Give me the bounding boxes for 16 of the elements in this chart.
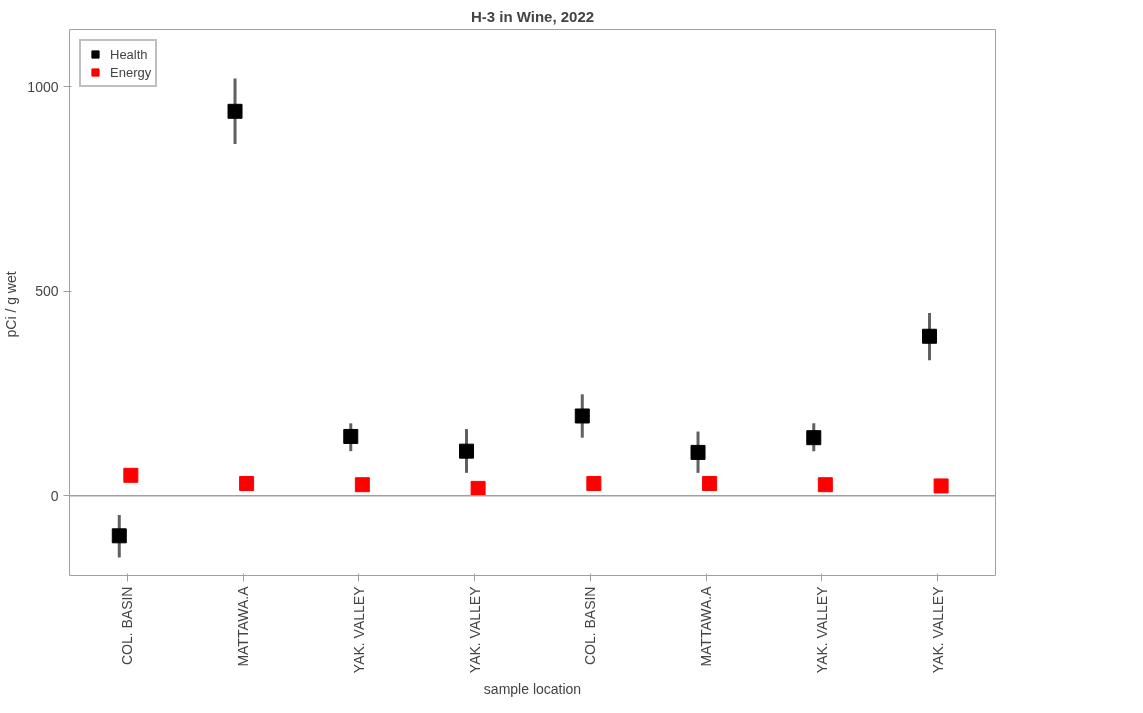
- x-axis-title: sample location: [483, 681, 582, 698]
- chart-title: H-3 in Wine, 2022: [470, 7, 595, 25]
- x-tick-label: YAK. VALLEY: [929, 585, 946, 674]
- y-tick-label: 1000: [27, 78, 59, 95]
- x-tick-label: YAK. VALLEY: [350, 585, 367, 674]
- y-axis-title: pCi / g wet: [3, 271, 20, 338]
- legend-label: Energy: [110, 63, 152, 81]
- x-tick-label: COL. BASIN: [582, 586, 599, 666]
- x-tick-label: YAK. VALLEY: [466, 585, 483, 674]
- x-tick-label: MATTAWA.A: [235, 585, 252, 667]
- x-tick-label: COL. BASIN: [119, 586, 136, 666]
- x-tick-label: YAK. VALLEY: [813, 585, 830, 674]
- legend-label: Health: [110, 45, 148, 63]
- y-tick-label: 0: [50, 487, 59, 504]
- x-tick-label: MATTAWA.A: [698, 585, 715, 667]
- y-tick-label: 500: [35, 283, 59, 300]
